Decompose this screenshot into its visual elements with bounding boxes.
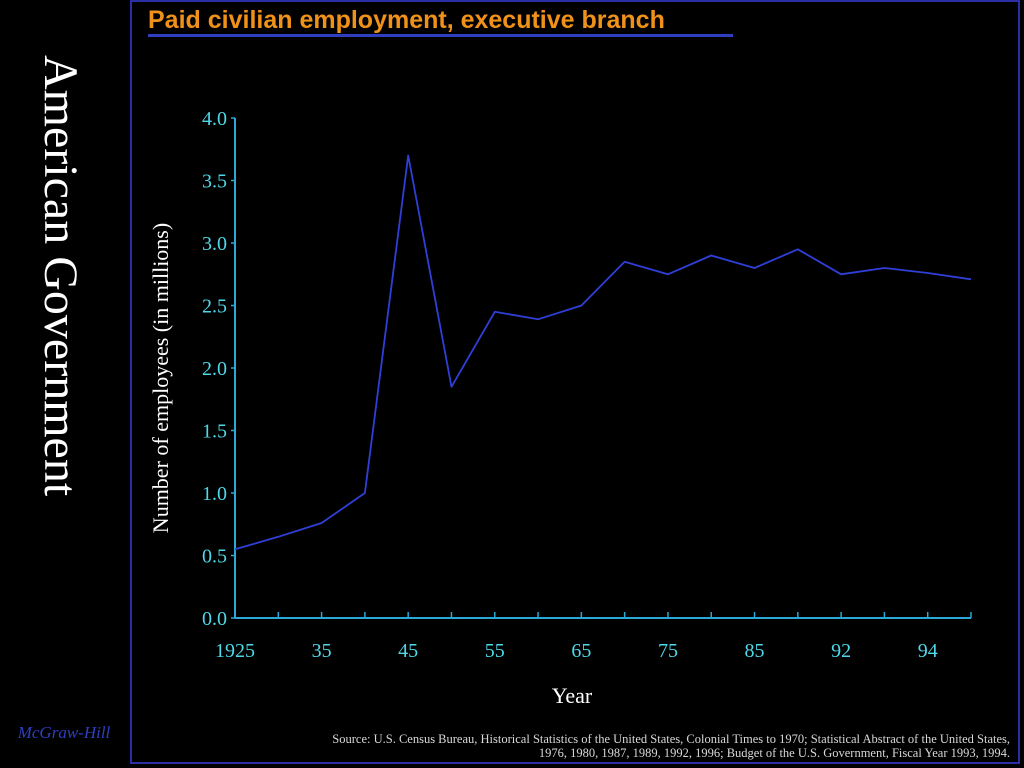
series-line-0 [234,154,972,551]
y-tick-label: 3.0 [202,233,227,255]
series-group [234,154,972,551]
x-tick-label: 65 [571,640,591,662]
y-tick-label: 0.5 [202,546,227,568]
x-axis-ticks: 1925 35 45 55 65 75 85 92 94 [215,612,972,662]
y-tick-label: 2.0 [202,358,227,380]
x-tick-label: 35 [312,640,332,662]
y-tick-label: 3.5 [202,171,227,193]
chart-axes [234,118,971,619]
publisher-logo: McGraw-Hill [17,723,111,742]
y-tick-label: 0.0 [202,608,227,630]
x-tick-label: 85 [745,640,765,662]
y-tick-label: 1.0 [202,483,227,505]
x-tick-label: 45 [398,640,418,662]
x-tick-label: 94 [918,640,938,662]
source-note: Source: U.S. Census Bureau, Historical S… [332,732,1010,760]
x-tick-label: 1925 [215,640,255,662]
x-tick-label: 92 [831,640,851,662]
x-axis-label: Year [552,683,593,708]
y-axis-label: Number of employees (in millions) [148,223,173,533]
x-tick-label: 55 [485,640,505,662]
x-tick-label: 75 [658,640,678,662]
title-underline [148,34,733,37]
chart-panel [130,0,1020,764]
y-tick-label: 4.0 [202,108,227,130]
y-tick-label: 1.5 [202,421,227,443]
y-axis-ticks: 0.0 0.5 1.0 1.5 2.0 2.5 3.0 3.5 4.0 [202,108,235,630]
y-tick-label: 2.5 [202,296,227,318]
chart-title: Paid civilian employment, executive bran… [148,6,665,34]
